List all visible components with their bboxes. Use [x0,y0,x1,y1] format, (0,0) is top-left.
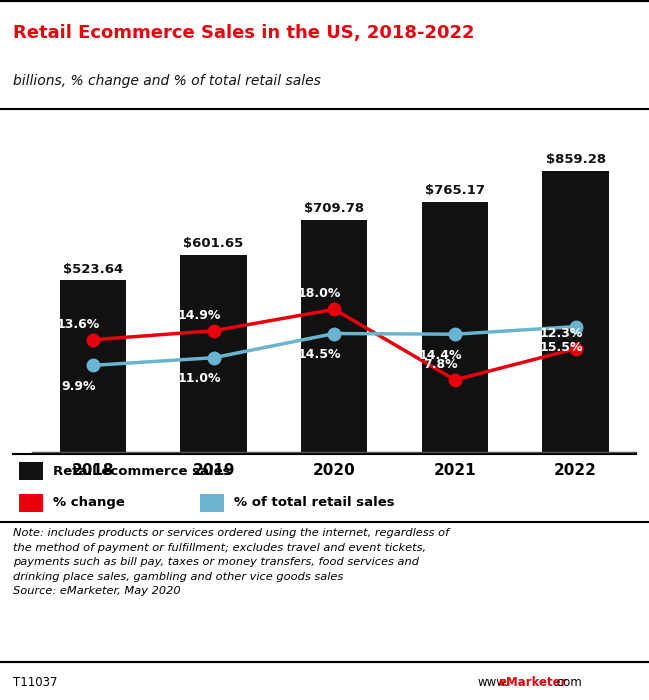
Bar [422,202,488,452]
Bar [19,494,43,512]
Text: 9.9%: 9.9% [61,380,95,393]
Text: $765.17: $765.17 [425,184,485,197]
Text: 15.5%: 15.5% [539,342,583,354]
Text: 7.8%: 7.8% [423,358,458,371]
Bar [60,281,126,452]
Bar [180,255,247,452]
Text: Retail Ecommerce Sales in the US, 2018-2022: Retail Ecommerce Sales in the US, 2018-2… [13,24,474,42]
Text: billions, % change and % of total retail sales: billions, % change and % of total retail… [13,74,321,88]
Text: % of total retail sales: % of total retail sales [234,496,395,509]
Text: $523.64: $523.64 [63,263,123,276]
Text: Note: includes products or services ordered using the internet, regardless of
th: Note: includes products or services orde… [13,528,449,596]
Text: T11037: T11037 [13,676,58,690]
Text: eMarketer: eMarketer [498,676,567,690]
Bar [301,220,367,452]
Text: 12.3%: 12.3% [539,327,583,340]
Text: 13.6%: 13.6% [56,318,100,330]
Text: Retail ecommerce sales: Retail ecommerce sales [53,465,231,477]
Text: 11.0%: 11.0% [177,372,221,386]
Text: 14.9%: 14.9% [177,309,221,321]
Bar [200,494,223,512]
Text: 18.0%: 18.0% [298,287,341,300]
Text: $601.65: $601.65 [184,237,243,251]
Text: .com: .com [554,676,583,690]
Text: 14.5%: 14.5% [298,348,341,361]
Text: $709.78: $709.78 [304,202,364,215]
Text: % change: % change [53,496,125,509]
Text: $859.28: $859.28 [546,153,606,166]
Text: 14.4%: 14.4% [419,349,462,362]
Bar [19,463,43,480]
Bar [543,171,609,452]
Text: www.: www. [477,676,509,690]
